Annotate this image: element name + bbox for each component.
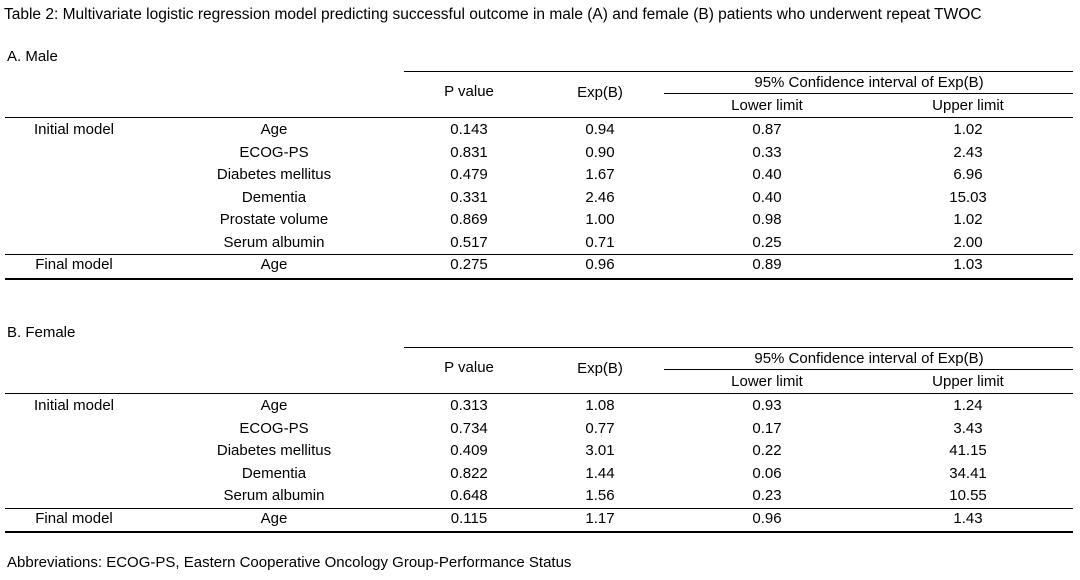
header-lower: Lower limit bbox=[731, 97, 803, 114]
cell-lower: 0.33 bbox=[752, 143, 782, 161]
cell-p-value: 0.517 bbox=[450, 233, 488, 251]
cell-p-value: 0.648 bbox=[450, 487, 488, 504]
cell-p-value: 0.409 bbox=[450, 442, 488, 459]
cell-lower: 0.25 bbox=[752, 233, 782, 251]
cell-upper: 1.03 bbox=[953, 256, 983, 273]
cell-exp-b: 0.90 bbox=[585, 143, 615, 161]
cell-p-value: 0.479 bbox=[450, 166, 488, 183]
cell-lower: 0.93 bbox=[752, 397, 782, 414]
cell-lower: 0.23 bbox=[752, 487, 782, 504]
ci-rule bbox=[664, 369, 1073, 370]
cell-lower: 0.89 bbox=[752, 256, 782, 273]
cell-p-value: 0.831 bbox=[450, 143, 488, 161]
cell-exp-b: 3.01 bbox=[585, 442, 615, 459]
cell-variable: Prostate volume bbox=[219, 211, 329, 228]
cell-p-value: 0.331 bbox=[450, 188, 488, 206]
cell-p-value: 0.822 bbox=[450, 464, 488, 482]
cell-variable: ECOG-PS bbox=[239, 143, 309, 161]
cell-exp-b: 1.00 bbox=[585, 211, 615, 228]
section-label: B. Female bbox=[7, 324, 76, 341]
header-p-value: P value bbox=[444, 83, 494, 100]
cell-exp-b: 0.94 bbox=[585, 121, 615, 138]
cell-p-value: 0.143 bbox=[450, 121, 488, 138]
cell-exp-b: 1.17 bbox=[585, 509, 615, 527]
cell-exp-b: 2.46 bbox=[585, 188, 615, 206]
header-top-rule bbox=[404, 347, 1073, 348]
header-bottom-rule bbox=[5, 117, 1073, 118]
cell-lower: 0.06 bbox=[752, 464, 782, 482]
cell-p-value: 0.313 bbox=[450, 397, 488, 414]
cell-p-value: 0.734 bbox=[450, 419, 488, 437]
cell-upper: 1.02 bbox=[953, 121, 983, 138]
table-bottom-rule bbox=[5, 277, 1073, 280]
cell-variable: Diabetes mellitus bbox=[216, 166, 332, 183]
cell-exp-b: 1.56 bbox=[585, 487, 615, 504]
cell-exp-b: 1.44 bbox=[585, 464, 615, 482]
cell-variable: Diabetes mellitus bbox=[216, 442, 332, 459]
initial-model-label: Initial model bbox=[33, 397, 115, 414]
cell-variable: Dementia bbox=[241, 464, 307, 482]
cell-variable: Age bbox=[260, 509, 288, 527]
cell-exp-b: 1.08 bbox=[585, 397, 615, 414]
cell-lower: 0.98 bbox=[752, 211, 782, 228]
cell-exp-b: 0.96 bbox=[585, 256, 615, 273]
header-bottom-rule bbox=[5, 393, 1073, 394]
cell-upper: 15.03 bbox=[949, 188, 987, 206]
cell-lower: 0.96 bbox=[752, 509, 782, 527]
cell-upper: 1.43 bbox=[953, 509, 983, 527]
cell-upper: 3.43 bbox=[953, 419, 983, 437]
header-lower: Lower limit bbox=[731, 373, 803, 390]
cell-upper: 1.02 bbox=[953, 211, 983, 228]
section-label: A. Male bbox=[7, 48, 58, 65]
cell-variable: Age bbox=[260, 256, 288, 273]
cell-upper: 2.43 bbox=[953, 143, 983, 161]
cell-lower: 0.40 bbox=[752, 166, 782, 183]
header-ci: 95% Confidence interval of Exp(B) bbox=[754, 74, 984, 91]
cell-variable: Dementia bbox=[241, 188, 307, 206]
cell-p-value: 0.275 bbox=[450, 256, 488, 273]
cell-variable: Serum albumin bbox=[223, 487, 325, 504]
ci-rule bbox=[664, 93, 1073, 94]
table-title: Table 2: Multivariate logistic regressio… bbox=[4, 6, 982, 23]
cell-variable: ECOG-PS bbox=[239, 419, 309, 437]
cell-exp-b: 1.67 bbox=[585, 166, 615, 183]
final-model-rule bbox=[5, 254, 1073, 255]
header-upper: Upper limit bbox=[932, 97, 1004, 114]
cell-variable: Serum albumin bbox=[223, 233, 325, 251]
cell-upper: 1.24 bbox=[953, 397, 983, 414]
cell-upper: 41.15 bbox=[949, 442, 987, 459]
cell-lower: 0.40 bbox=[752, 188, 782, 206]
header-upper: Upper limit bbox=[932, 373, 1004, 390]
initial-model-label: Initial model bbox=[33, 121, 115, 138]
header-ci: 95% Confidence interval of Exp(B) bbox=[754, 350, 984, 367]
cell-variable: Age bbox=[260, 397, 288, 414]
cell-exp-b: 0.77 bbox=[585, 419, 615, 437]
table-bottom-rule bbox=[5, 531, 1073, 533]
cell-p-value: 0.115 bbox=[450, 509, 488, 527]
cell-variable: Age bbox=[260, 121, 288, 138]
footnote: Abbreviations: ECOG-PS, Eastern Cooperat… bbox=[7, 554, 572, 571]
cell-upper: 2.00 bbox=[953, 233, 983, 251]
final-model-label: Final model bbox=[35, 509, 113, 527]
cell-p-value: 0.869 bbox=[450, 211, 488, 228]
cell-lower: 0.22 bbox=[752, 442, 782, 459]
header-p-value: P value bbox=[444, 359, 494, 376]
cell-upper: 10.55 bbox=[949, 487, 987, 504]
cell-lower: 0.17 bbox=[752, 419, 782, 437]
cell-lower: 0.87 bbox=[752, 121, 782, 138]
header-exp-b: Exp(B) bbox=[577, 360, 623, 377]
header-exp-b: Exp(B) bbox=[577, 84, 623, 101]
cell-exp-b: 0.71 bbox=[585, 233, 615, 251]
cell-upper: 6.96 bbox=[953, 166, 983, 183]
header-top-rule bbox=[404, 71, 1073, 72]
cell-upper: 34.41 bbox=[949, 464, 987, 482]
final-model-label: Final model bbox=[35, 256, 113, 273]
final-model-rule bbox=[5, 507, 1073, 509]
